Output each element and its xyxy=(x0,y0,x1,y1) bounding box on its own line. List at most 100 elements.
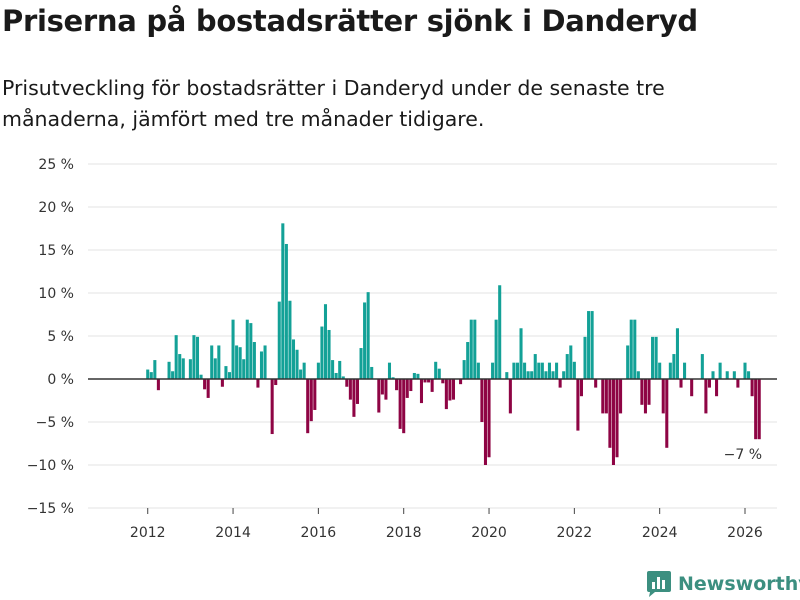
bar xyxy=(380,379,384,395)
bar xyxy=(480,379,484,422)
bar xyxy=(302,362,306,379)
bar xyxy=(156,379,160,391)
bar xyxy=(188,359,192,379)
bar xyxy=(327,329,331,379)
bar xyxy=(661,379,665,414)
bar xyxy=(395,379,399,391)
bar xyxy=(423,379,427,383)
bar xyxy=(494,319,498,379)
bar xyxy=(430,379,434,392)
bar xyxy=(469,319,473,379)
y-tick-label: 0 % xyxy=(47,372,74,388)
bar xyxy=(270,379,274,435)
bar xyxy=(299,369,303,379)
bar xyxy=(651,336,655,379)
bar-series xyxy=(146,223,761,465)
x-tick-label: 2018 xyxy=(386,525,422,541)
bar xyxy=(363,302,367,379)
bar xyxy=(547,362,551,379)
bar xyxy=(754,379,758,440)
bar xyxy=(715,379,719,397)
bar xyxy=(508,379,512,414)
y-tick-label: 5 % xyxy=(47,329,74,345)
bar xyxy=(338,360,342,379)
chart-title: Priserna på bostadsrätter sjönk i Dander… xyxy=(2,4,698,38)
bar xyxy=(437,368,441,379)
bar xyxy=(487,379,491,458)
bar xyxy=(462,360,466,379)
bar xyxy=(217,345,221,379)
bar xyxy=(725,371,729,379)
bar xyxy=(732,371,736,379)
chart-subtitle: Prisutveckling för bostadsrätter i Dande… xyxy=(2,76,665,131)
bar xyxy=(331,360,335,379)
bar xyxy=(683,362,687,379)
bar xyxy=(665,379,669,448)
y-tick-label: 25 % xyxy=(38,157,74,173)
bar xyxy=(718,362,722,379)
bar xyxy=(306,379,310,434)
bar xyxy=(615,379,619,458)
bar xyxy=(416,373,420,379)
bar xyxy=(757,379,761,440)
bar xyxy=(747,371,751,379)
bar xyxy=(743,362,747,379)
bar xyxy=(537,362,541,379)
bar xyxy=(313,379,317,410)
bar xyxy=(675,328,679,379)
bar xyxy=(171,371,175,379)
bar xyxy=(544,371,548,379)
bar xyxy=(679,379,683,388)
bar xyxy=(355,379,360,404)
bar xyxy=(551,371,555,379)
grid-lines xyxy=(88,163,777,509)
bar xyxy=(274,379,278,386)
bar xyxy=(736,379,740,388)
bar xyxy=(604,379,608,414)
bar xyxy=(245,319,249,379)
bar xyxy=(213,358,217,379)
y-tick-label: −10 % xyxy=(27,458,74,474)
brand-logo[interactable]: Newsworthy xyxy=(646,570,800,598)
x-tick-label: 2022 xyxy=(557,525,593,541)
bar xyxy=(284,243,288,379)
bar xyxy=(668,362,672,379)
bar xyxy=(658,362,662,379)
bar xyxy=(558,379,562,388)
bar xyxy=(370,366,374,379)
bar xyxy=(288,300,292,379)
bar xyxy=(281,223,285,379)
x-tick-label: 2014 xyxy=(215,525,251,541)
brand-name: Newsworthy xyxy=(678,573,800,595)
y-tick-label: −15 % xyxy=(27,501,74,517)
bar xyxy=(633,319,637,379)
bar xyxy=(387,362,392,379)
bar xyxy=(352,379,356,417)
x-tick-label: 2016 xyxy=(301,525,337,541)
bar xyxy=(238,347,242,379)
bar xyxy=(459,379,463,385)
bar xyxy=(405,379,409,398)
bar xyxy=(483,379,488,465)
bar xyxy=(555,362,559,379)
bar xyxy=(252,342,256,379)
bar xyxy=(235,345,239,379)
bar xyxy=(384,379,388,400)
bar xyxy=(320,326,324,379)
bar xyxy=(572,361,576,379)
bar xyxy=(295,349,299,379)
y-tick-label: 10 % xyxy=(38,286,74,302)
bar xyxy=(498,285,502,379)
bar xyxy=(562,371,566,379)
bar xyxy=(419,379,424,404)
bar xyxy=(366,292,370,379)
bar xyxy=(203,379,207,390)
bar xyxy=(309,379,313,422)
bar xyxy=(626,345,630,379)
bar xyxy=(707,379,711,388)
bar xyxy=(409,379,413,392)
bar xyxy=(427,379,431,383)
bar xyxy=(654,336,658,379)
bar xyxy=(608,379,612,448)
bar xyxy=(348,379,352,400)
